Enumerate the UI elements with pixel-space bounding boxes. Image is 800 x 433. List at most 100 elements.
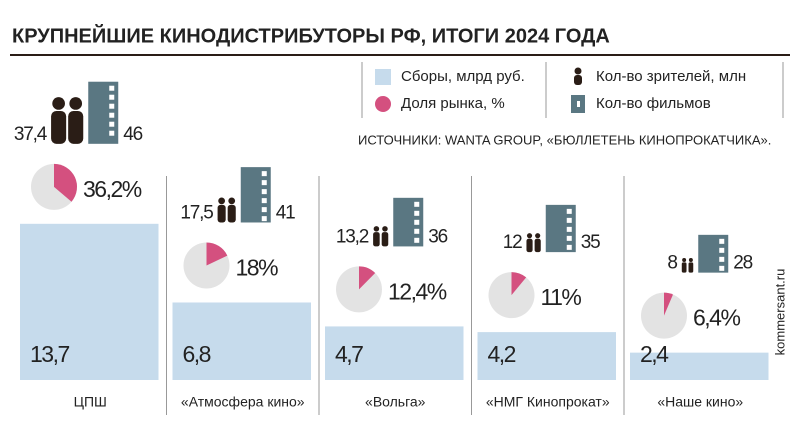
films-icon <box>698 234 729 273</box>
person-head <box>526 233 533 239</box>
category-label: «Атмосфера кино» <box>181 394 305 410</box>
film-hole <box>719 238 725 244</box>
pie-slice <box>511 272 527 296</box>
share-label: 6,4% <box>693 305 740 331</box>
film-hole <box>414 219 420 225</box>
viewers-icon <box>217 197 236 223</box>
viewers-icon <box>373 226 389 247</box>
films-label: 41 <box>276 202 295 223</box>
person-body <box>51 111 67 144</box>
film-hole <box>261 216 267 222</box>
film-hole <box>719 265 725 271</box>
share-label: 11% <box>541 284 582 310</box>
bar-label: 4,2 <box>488 341 516 367</box>
bar <box>630 352 769 380</box>
film-hole <box>566 235 572 241</box>
person-head <box>382 226 388 232</box>
share-label: 12,4% <box>388 278 447 304</box>
person-body <box>381 232 389 247</box>
film-hole <box>261 189 267 195</box>
person-head <box>69 97 83 110</box>
film-hole <box>414 228 420 234</box>
films-label: 46 <box>123 124 142 145</box>
film-hole <box>109 85 115 91</box>
bar <box>477 332 616 380</box>
films-label: 28 <box>733 253 752 274</box>
film-hole <box>414 237 420 243</box>
legend-swatch <box>574 67 582 75</box>
film-hole <box>566 244 572 250</box>
viewers-label: 13,2 <box>336 226 369 247</box>
film-hole <box>109 94 115 100</box>
category-label: «Наше кино» <box>657 394 743 410</box>
viewers-label: 37,4 <box>14 124 48 145</box>
film-hole <box>566 226 572 232</box>
film-hole <box>109 130 115 136</box>
person-body <box>227 204 236 223</box>
viewers-icon <box>51 97 84 144</box>
person-head <box>682 257 687 262</box>
film-hole <box>414 201 420 207</box>
film-hole <box>261 180 267 186</box>
legend-swatch <box>375 69 391 85</box>
film-hole <box>566 208 572 214</box>
person-body <box>681 262 687 273</box>
share-label: 36,2% <box>83 176 142 202</box>
person-body <box>68 111 84 144</box>
viewers-icon <box>681 257 694 273</box>
person-head <box>535 233 541 239</box>
legend-swatch <box>577 101 580 107</box>
viewers-label: 17,5 <box>180 202 213 223</box>
films-icon <box>88 81 119 144</box>
film-hole <box>719 256 725 262</box>
category-label: ЦПШ <box>74 394 107 410</box>
viewers-icon <box>526 233 541 253</box>
pie-slice <box>664 292 674 316</box>
category-label: «Вольга» <box>365 394 426 410</box>
legend-swatch <box>375 96 391 112</box>
film-hole <box>414 210 420 216</box>
category-label: «НМГ Кинопрокат» <box>486 394 610 410</box>
pie-slice <box>206 242 228 266</box>
film-hole <box>566 217 572 223</box>
person-head <box>228 197 236 205</box>
person-head <box>218 197 226 205</box>
bar <box>325 326 464 380</box>
bar-label: 2,4 <box>640 341 669 367</box>
person-body <box>217 204 226 223</box>
film-hole <box>109 103 115 109</box>
film-hole <box>109 112 115 118</box>
films-icon <box>545 204 576 253</box>
legend-label: Кол-во фильмов <box>596 95 711 112</box>
person-head <box>52 97 65 110</box>
film-hole <box>109 121 115 127</box>
film-hole <box>719 247 725 253</box>
film-hole <box>261 171 267 177</box>
film-strip <box>240 167 271 223</box>
films-icon <box>240 167 271 223</box>
chart-title: КРУПНЕЙШИЕ КИНОДИСТРИБУТОРЫ РФ, ИТОГИ 20… <box>12 23 610 47</box>
pie-slice <box>54 163 77 202</box>
legend-swatch <box>574 75 582 85</box>
source: ИСТОЧНИКИ: WANTA GROUP, «БЮЛЛЕТЕНЬ КИНОП… <box>358 132 771 147</box>
film-hole <box>261 207 267 213</box>
share-label: 18% <box>236 255 279 281</box>
films-icon <box>393 197 424 247</box>
bar <box>172 302 311 380</box>
person-head <box>373 226 380 232</box>
viewers-label: 8 <box>667 253 677 274</box>
film-hole <box>261 198 267 204</box>
person-body <box>526 238 533 253</box>
legend-label: Сборы, млрд руб. <box>401 68 525 85</box>
pie-slice <box>359 266 376 290</box>
viewers-label: 12 <box>503 232 522 253</box>
credit: kommersant.ru <box>772 269 787 356</box>
films-label: 35 <box>581 232 600 253</box>
bar-label: 6,8 <box>183 341 211 367</box>
bar-label: 4,7 <box>335 341 363 367</box>
bar-label: 13,7 <box>30 341 69 367</box>
bar <box>20 223 159 380</box>
person-body <box>534 238 541 253</box>
person-head <box>688 257 693 262</box>
